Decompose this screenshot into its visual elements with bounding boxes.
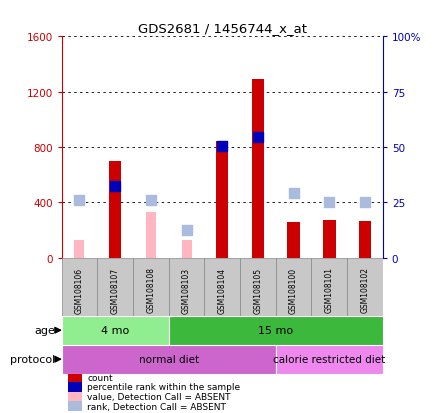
Bar — [240, 258, 276, 316]
Bar — [204, 258, 240, 316]
Bar — [287, 222, 300, 258]
Bar — [68, 382, 82, 392]
Text: GSM108106: GSM108106 — [75, 267, 84, 313]
Text: GSM108101: GSM108101 — [325, 267, 334, 313]
Bar — [133, 258, 169, 316]
Bar — [62, 345, 276, 374]
Point — [147, 197, 154, 204]
Bar — [252, 80, 264, 258]
Text: GSM108102: GSM108102 — [360, 267, 370, 313]
Text: 4 mo: 4 mo — [101, 325, 129, 335]
Bar — [146, 213, 156, 258]
Text: value, Detection Call = ABSENT: value, Detection Call = ABSENT — [87, 392, 231, 401]
Text: normal diet: normal diet — [139, 354, 199, 364]
Bar — [323, 221, 336, 258]
Bar — [276, 345, 383, 374]
Bar — [216, 142, 228, 258]
Bar — [68, 392, 82, 401]
Bar — [169, 316, 383, 345]
Text: rank, Detection Call = ABSENT: rank, Detection Call = ABSENT — [87, 402, 226, 411]
Point — [290, 190, 297, 197]
Point — [183, 227, 190, 234]
Text: 15 mo: 15 mo — [258, 325, 293, 335]
Point — [112, 183, 119, 190]
Bar — [182, 240, 191, 258]
Text: percentile rank within the sample: percentile rank within the sample — [87, 382, 240, 392]
Bar — [347, 258, 383, 316]
Bar — [68, 401, 82, 411]
Title: GDS2681 / 1456744_x_at: GDS2681 / 1456744_x_at — [138, 21, 307, 35]
Bar — [169, 258, 204, 316]
Bar — [312, 258, 347, 316]
Point — [254, 135, 261, 141]
Bar — [68, 372, 82, 382]
Bar — [276, 258, 312, 316]
Text: GSM108103: GSM108103 — [182, 267, 191, 313]
Text: GSM108100: GSM108100 — [289, 267, 298, 313]
Bar — [62, 316, 169, 345]
Text: count: count — [87, 373, 113, 382]
Text: GSM108105: GSM108105 — [253, 267, 262, 313]
Bar — [97, 258, 133, 316]
Text: age: age — [34, 325, 55, 335]
Point — [219, 143, 226, 150]
Bar — [359, 221, 371, 258]
Bar — [62, 258, 97, 316]
Point — [76, 197, 83, 204]
Bar — [109, 161, 121, 258]
Text: GSM108107: GSM108107 — [110, 267, 120, 313]
Point — [326, 199, 333, 206]
Text: protocol: protocol — [10, 354, 55, 364]
Text: GSM108108: GSM108108 — [147, 267, 155, 313]
Bar — [74, 240, 84, 258]
Point — [361, 199, 368, 206]
Text: calorie restricted diet: calorie restricted diet — [273, 354, 385, 364]
Text: GSM108104: GSM108104 — [218, 267, 227, 313]
